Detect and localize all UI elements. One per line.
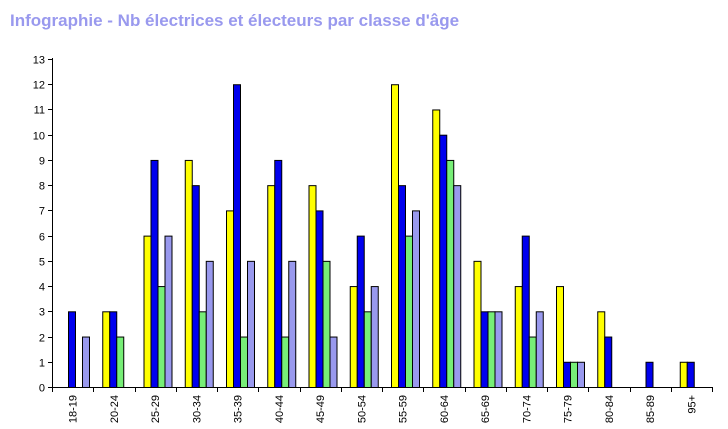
bar-45-49-s4 [329, 336, 338, 388]
bar-20-24-s3 [116, 336, 125, 388]
bar-25-29-s3 [157, 286, 166, 389]
bar-30-34-s1 [184, 159, 193, 388]
y-tick-label: 5 [39, 257, 45, 269]
bar-30-34-s3 [198, 311, 207, 388]
bar-70-74-s3 [528, 336, 537, 388]
bar-75-79-s2 [563, 361, 571, 388]
x-tick-label: 70-74 [521, 395, 533, 423]
x-tick-label: 18-19 [68, 395, 80, 423]
bar-20-24-s2 [109, 311, 118, 388]
bar-35-39-s2 [233, 84, 241, 388]
bar-18-19-s4 [82, 336, 90, 388]
x-tick-label: 50-54 [356, 395, 368, 423]
bar-35-39-s1 [226, 210, 234, 388]
y-tick-label: 2 [39, 333, 45, 345]
bar-60-64-s4 [453, 185, 462, 388]
x-tick-label: 95+ [686, 395, 698, 414]
bar-85-89-s2 [645, 361, 654, 388]
bar-80-84-s2 [604, 336, 613, 388]
x-tick-label: 45-49 [315, 395, 327, 423]
bar-30-34-s2 [191, 185, 200, 388]
bar-50-54-s1 [349, 286, 358, 389]
y-tick-label: 10 [33, 131, 45, 143]
x-tick-label: 30-34 [191, 395, 203, 423]
y-tick-label: 0 [39, 383, 45, 395]
bar-95+-s2 [686, 361, 695, 388]
bar-55-59-s1 [391, 84, 399, 388]
x-tick-label: 25-29 [150, 395, 162, 423]
y-tick-label: 6 [39, 232, 45, 244]
bar-50-54-s2 [356, 235, 365, 388]
bar-55-59-s3 [405, 235, 413, 388]
y-tick-label: 3 [39, 307, 45, 319]
bar-75-79-s3 [570, 361, 578, 388]
bar-40-44-s2 [274, 159, 283, 388]
bar-30-34-s4 [205, 260, 214, 389]
bar-75-79-s1 [556, 286, 564, 389]
x-tick-label: 20-24 [109, 395, 121, 423]
x-tick-label: 60-64 [439, 395, 451, 423]
bar-55-59-s2 [398, 185, 406, 388]
x-tick-label: 40-44 [274, 395, 286, 423]
bar-25-29-s1 [143, 235, 152, 388]
bar-40-44-s4 [288, 260, 297, 389]
bar-40-44-s1 [267, 185, 276, 388]
bar-20-24-s1 [102, 311, 111, 388]
bar-18-19-s2 [68, 311, 76, 388]
x-tick-label: 35-39 [233, 395, 245, 423]
axes-layer [48, 58, 713, 392]
bar-50-54-s3 [363, 311, 372, 388]
y-tick-label: 11 [34, 105, 45, 117]
bar-55-59-s4 [412, 210, 420, 388]
y-tick-label: 7 [39, 206, 45, 218]
bar-60-64-s2 [439, 134, 448, 388]
bar-60-64-s3 [446, 159, 455, 388]
x-tick-label: 85-89 [645, 395, 657, 423]
x-tick-label: 80-84 [604, 395, 616, 423]
bar-35-39-s3 [240, 336, 248, 388]
y-tick-label: 9 [39, 156, 45, 168]
bar-65-69-s2 [480, 311, 489, 388]
x-tick-label: 75-79 [563, 395, 575, 423]
bar-25-29-s2 [150, 159, 159, 388]
bar-60-64-s1 [432, 109, 441, 388]
bar-45-49-s3 [322, 260, 331, 389]
y-tick-label: 4 [39, 282, 45, 294]
bar-95+-s1 [679, 361, 688, 388]
bar-80-84-s1 [597, 311, 606, 388]
bar-75-79-s4 [577, 361, 585, 388]
bar-35-39-s4 [247, 260, 255, 389]
bar-50-54-s4 [370, 286, 379, 389]
bar-65-69-s3 [487, 311, 496, 388]
bar-70-74-s1 [514, 286, 523, 389]
bar-65-69-s4 [494, 311, 503, 388]
chart-title: Infographie - Nb électrices et électeurs… [10, 11, 460, 30]
x-tick-label: 65-69 [480, 395, 492, 423]
x-tick-label: 55-59 [398, 395, 410, 423]
bar-70-74-s4 [535, 311, 544, 388]
bar-40-44-s3 [281, 336, 290, 388]
y-tick-label: 13 [33, 55, 45, 67]
bar-25-29-s4 [164, 235, 173, 388]
y-tick-label: 1 [39, 358, 45, 370]
bar-70-74-s2 [521, 235, 530, 388]
bar-45-49-s1 [308, 185, 317, 388]
bar-45-49-s2 [315, 210, 324, 388]
bar-65-69-s1 [473, 260, 482, 389]
bars-layer [68, 84, 695, 389]
y-tick-label: 12 [33, 80, 45, 92]
y-tick-label: 8 [39, 181, 45, 193]
